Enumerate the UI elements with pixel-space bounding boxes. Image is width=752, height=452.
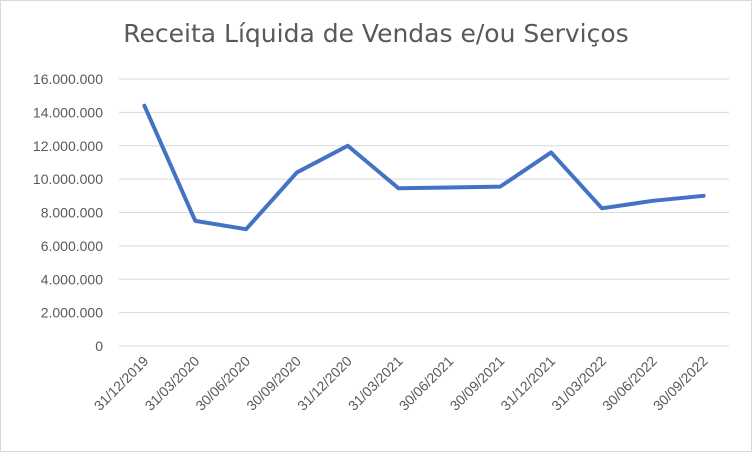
x-tick-label: 30/09/2022 [650, 353, 711, 414]
y-tick-label: 6.000.000 [41, 238, 103, 254]
y-tick-label: 12.000.000 [33, 138, 103, 154]
y-tick-label: 14.000.000 [33, 104, 103, 120]
series-line [142, 103, 706, 232]
series-layer [142, 103, 706, 232]
y-tick-label: 8.000.000 [41, 205, 103, 221]
y-tick-label: 4.000.000 [41, 271, 103, 287]
y-tick-label: 16.000.000 [33, 71, 103, 87]
y-tick-label: 0 [95, 338, 103, 354]
gridlines [119, 78, 729, 347]
y-tick-label: 10.000.000 [33, 171, 103, 187]
chart-title: Receita Líquida de Vendas e/ou Serviços [123, 19, 629, 48]
x-axis-ticks: 31/12/201931/03/202030/06/202030/09/2020… [91, 353, 711, 414]
y-tick-label: 2.000.000 [41, 305, 103, 321]
y-axis-ticks: 0 2.000.000 4.000.000 6.000.000 8.000.000 10.… [33, 71, 103, 354]
